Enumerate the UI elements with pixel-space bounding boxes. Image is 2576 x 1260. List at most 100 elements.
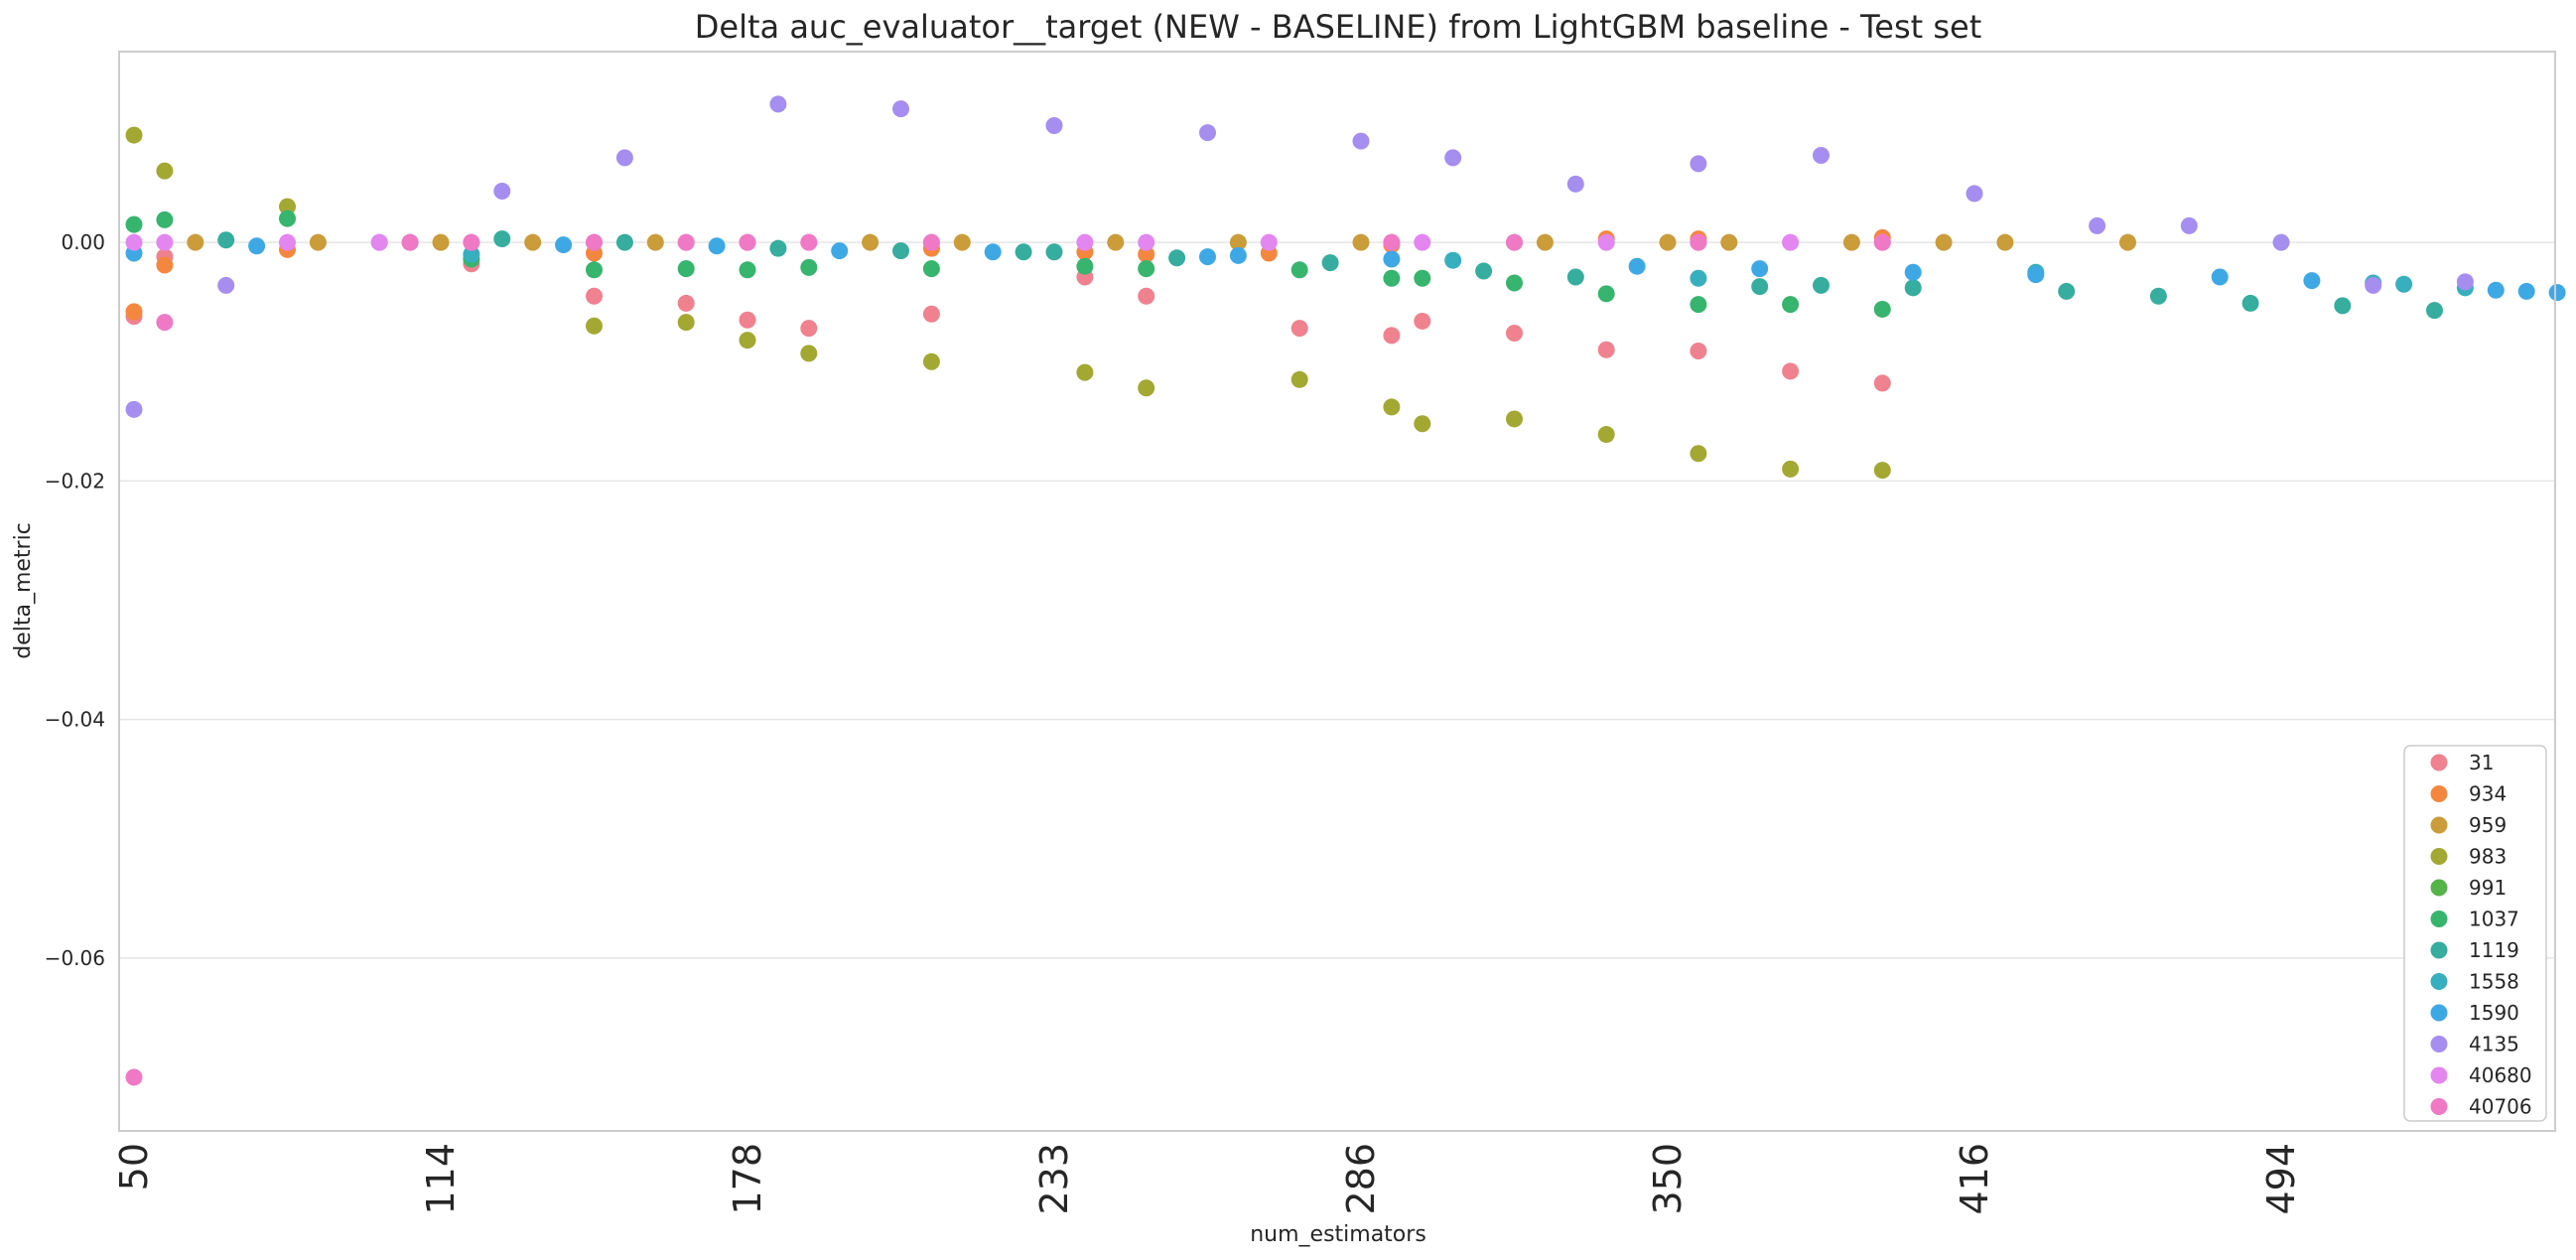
- point: [1199, 124, 1216, 142]
- x-axis-label: num_estimators: [1250, 1222, 1426, 1247]
- plot-frame: [118, 51, 2556, 1132]
- series-1119: [217, 230, 2443, 320]
- point: [677, 314, 695, 332]
- point: [1260, 233, 1278, 251]
- point: [892, 100, 909, 118]
- point: [862, 233, 880, 251]
- point: [922, 305, 940, 323]
- point: [125, 1068, 143, 1086]
- legend-label: 31: [2469, 751, 2494, 774]
- point: [156, 314, 174, 332]
- legend-marker: [2430, 879, 2448, 897]
- point: [1383, 269, 1401, 287]
- point: [586, 317, 603, 335]
- point: [1904, 263, 1922, 281]
- point: [187, 233, 204, 251]
- point: [1138, 260, 1155, 278]
- chart-title: Delta auc_evaluator__target (NEW - BASEL…: [695, 8, 1981, 46]
- point: [1045, 116, 1063, 134]
- point: [1506, 324, 1523, 342]
- point: [1996, 233, 2014, 251]
- x-tick-label: 286: [1339, 1143, 1383, 1215]
- point: [1444, 149, 1462, 167]
- point: [2548, 284, 2566, 302]
- point: [1290, 261, 1308, 279]
- point: [2517, 282, 2535, 300]
- point: [586, 287, 603, 305]
- legend-marker: [2430, 754, 2448, 771]
- legend-label: 983: [2469, 845, 2507, 869]
- x-tick-label: 114: [419, 1143, 463, 1215]
- point: [1782, 460, 1800, 478]
- point: [739, 233, 756, 251]
- point: [2027, 266, 2045, 284]
- point: [1352, 233, 1370, 251]
- legend-label: 959: [2469, 813, 2507, 837]
- point: [2211, 268, 2229, 286]
- legend-box: [2403, 745, 2547, 1122]
- y-axis-label: delta_metric: [11, 522, 36, 659]
- point: [463, 233, 480, 251]
- point: [1015, 243, 1032, 261]
- point: [1813, 276, 1830, 294]
- point: [677, 294, 695, 312]
- point: [1966, 185, 1983, 203]
- point: [1138, 245, 1155, 263]
- legend-marker: [2430, 1036, 2448, 1052]
- point: [1229, 233, 1247, 251]
- point: [1751, 260, 1769, 278]
- legend-label: 40706: [2469, 1095, 2532, 1119]
- point: [156, 233, 174, 251]
- point: [892, 242, 909, 260]
- point: [739, 311, 756, 329]
- point: [2303, 272, 2321, 290]
- point: [1383, 327, 1401, 345]
- point: [1782, 362, 1800, 380]
- point: [2241, 294, 2259, 312]
- legend-label: 1558: [2469, 970, 2519, 994]
- point: [1383, 250, 1401, 268]
- point: [2426, 302, 2443, 320]
- point: [1290, 370, 1308, 388]
- point: [463, 245, 480, 263]
- point: [2487, 281, 2505, 299]
- point: [831, 242, 849, 260]
- point: [1506, 274, 1523, 292]
- series-1558: [463, 245, 2474, 297]
- legend-marker: [2430, 910, 2448, 927]
- x-tick-label: 494: [2259, 1143, 2303, 1215]
- point: [125, 215, 143, 233]
- series-31: [125, 248, 1891, 392]
- point: [1904, 279, 1922, 297]
- point: [1566, 175, 1584, 193]
- legend: 31 934 959 983 991 1037 1119 1558 1590 4135 40680 4…: [2403, 745, 2547, 1122]
- point: [156, 162, 174, 180]
- point: [1045, 243, 1063, 261]
- point: [677, 260, 695, 278]
- point: [1506, 410, 1523, 428]
- x-tick-label: 50: [112, 1143, 156, 1190]
- point: [2365, 276, 2382, 294]
- point: [1536, 233, 1554, 251]
- point: [524, 233, 542, 251]
- point: [1690, 233, 1707, 251]
- x-tick-label: 416: [1953, 1143, 1996, 1215]
- point: [1873, 462, 1891, 480]
- point: [1475, 262, 1493, 280]
- legend-marker: [2430, 816, 2448, 834]
- point: [1813, 146, 1830, 164]
- point: [1597, 341, 1615, 358]
- point: [1414, 269, 1431, 287]
- point: [1383, 398, 1401, 416]
- y-axis-ticks: 0.00 −0.02 −0.04 −0.06: [45, 230, 105, 970]
- point: [1168, 249, 1186, 267]
- point: [279, 210, 296, 227]
- point: [1690, 342, 1707, 359]
- point: [1506, 233, 1523, 251]
- x-tick-label: 178: [726, 1143, 769, 1215]
- point: [156, 210, 174, 228]
- point: [1352, 132, 1370, 150]
- legend-marker: [2430, 1066, 2448, 1084]
- point: [2180, 216, 2198, 234]
- point: [800, 345, 818, 362]
